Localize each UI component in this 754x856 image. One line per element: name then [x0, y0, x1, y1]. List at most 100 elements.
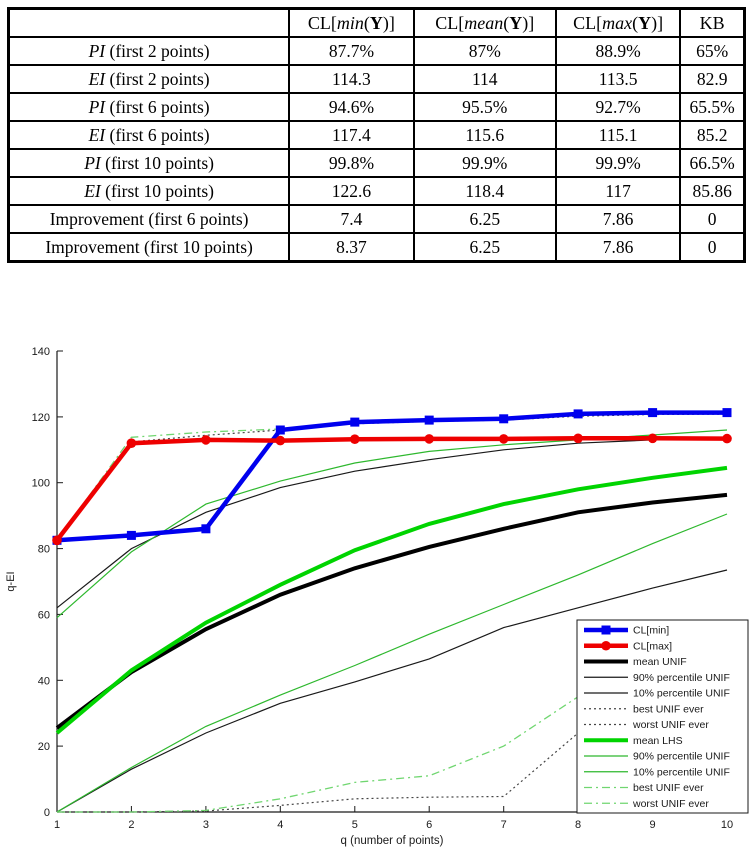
value-cell: 0	[679, 204, 746, 234]
value-cell: 118.4	[412, 176, 557, 206]
value-cell: 87%	[412, 36, 557, 66]
y-tick-label: 100	[32, 478, 50, 490]
column-header: KB	[679, 7, 746, 38]
results-table-header: CL[min(Y)] CL[mean(Y)] CL[max(Y)] KB	[7, 7, 746, 38]
series-1-marker	[573, 433, 583, 444]
series-0-marker	[275, 425, 285, 435]
x-tick-label: 10	[721, 819, 733, 831]
row-label: PI (first 10 points)	[7, 148, 291, 178]
value-cell: 7.4	[288, 204, 415, 234]
table-row: EI (first 2 points) 114.3 114 113.5 82.9	[7, 64, 746, 94]
x-tick-label: 4	[277, 819, 283, 831]
table-row: PI (first 6 points) 94.6% 95.5% 92.7% 65.5%	[7, 92, 746, 122]
series-1-marker	[498, 434, 509, 444]
header-row: CL[min(Y)] CL[mean(Y)] CL[max(Y)] KB	[7, 7, 746, 38]
series-1-marker	[722, 433, 732, 444]
series-5-line	[56, 413, 728, 541]
value-cell: 99.9%	[412, 148, 557, 178]
row-label: PI (first 2 points)	[7, 36, 291, 66]
legend-label: worst UNIF ever	[632, 798, 709, 810]
results-table: CL[min(Y)] CL[mean(Y)] CL[max(Y)] KB PI (fi…	[7, 7, 746, 263]
value-cell: 65.5%	[679, 92, 746, 122]
series-1-marker	[126, 438, 137, 448]
legend-label: worst UNIF ever	[632, 719, 709, 731]
row-label: Improvement (first 10 points)	[7, 232, 291, 263]
row-label: Improvement (first 6 points)	[7, 204, 291, 234]
column-header: CL[max(Y)]	[554, 7, 682, 38]
legend-sample-marker	[601, 625, 611, 635]
series-10-line	[56, 411, 727, 541]
legend-box	[576, 619, 749, 814]
y-tick-label: 0	[44, 807, 50, 819]
y-tick-label: 120	[32, 412, 50, 424]
legend-label: mean UNIF	[633, 656, 687, 668]
series-8-line	[56, 429, 728, 619]
series-0-marker	[424, 415, 434, 425]
value-cell: 117	[554, 176, 682, 206]
value-cell: 114	[412, 64, 557, 94]
series-0-marker	[722, 408, 732, 418]
value-cell: 88.9%	[554, 36, 682, 66]
series-1-marker	[275, 435, 286, 446]
series-0-marker	[573, 409, 583, 419]
series-lines	[52, 408, 732, 813]
series-1-marker	[201, 435, 211, 445]
series-1-marker	[647, 433, 658, 444]
row-label: EI (first 6 points)	[7, 120, 291, 150]
value-cell: 82.9	[679, 64, 746, 94]
legend-sample-marker	[601, 640, 611, 651]
value-cell: 65%	[679, 36, 746, 66]
series-1-marker	[350, 434, 360, 444]
x-tick-label: 7	[501, 819, 507, 831]
y-tick-label: 80	[38, 544, 50, 556]
y-axis-label: q-EI	[5, 571, 17, 591]
value-cell: 99.9%	[554, 148, 682, 178]
table-row: Improvement (first 10 points) 8.37 6.25 7.8…	[7, 232, 746, 263]
table-row: PI (first 10 points) 99.8% 99.9% 99.9% 66.5%	[7, 148, 746, 178]
series-1-marker	[424, 434, 435, 444]
series-0-marker	[126, 530, 136, 540]
value-cell: 92.7%	[554, 92, 682, 122]
value-cell: 7.86	[554, 204, 682, 234]
value-cell: 6.25	[412, 204, 557, 234]
value-cell: 8.37	[288, 232, 415, 263]
legend-label: mean LHS	[633, 735, 683, 747]
value-cell: 85.86	[679, 176, 746, 206]
column-header: CL[mean(Y)]	[412, 7, 557, 38]
table-row: Improvement (first 6 points) 7.4 6.25 7.86 0	[7, 204, 746, 234]
legend-label: best UNIF ever	[633, 703, 704, 715]
value-cell: 95.5%	[412, 92, 557, 122]
series-9-line	[56, 513, 728, 813]
x-tick-label: 1	[54, 819, 60, 831]
value-cell: 122.6	[288, 176, 415, 206]
series-2-line	[55, 492, 728, 730]
x-tick-label: 9	[650, 819, 656, 831]
qei-chart: 0 20 40 60 80 100 120 140 1 2 3 4 5 6 7 8 9 10 q (number o…	[5, 346, 749, 847]
value-cell: 0	[679, 232, 746, 263]
value-cell: 117.4	[288, 120, 415, 150]
legend-label: 90% percentile UNIF	[633, 672, 730, 684]
series-1-line	[55, 436, 728, 542]
series-1-marker	[52, 535, 62, 546]
series-4-line	[56, 569, 728, 813]
row-label: PI (first 6 points)	[7, 92, 291, 122]
value-cell: 114.3	[288, 64, 415, 94]
row-label: EI (first 2 points)	[7, 64, 291, 94]
value-cell: 66.5%	[679, 148, 746, 178]
y-tick-label: 60	[38, 609, 50, 621]
table-row: EI (first 10 points) 122.6 118.4 117 85.86	[7, 176, 746, 206]
value-cell: 85.2	[679, 120, 746, 150]
x-axis-label: q (number of points)	[341, 835, 444, 847]
value-cell: 7.86	[554, 232, 682, 263]
legend-label: 90% percentile UNIF	[633, 751, 730, 763]
y-tick-label: 140	[32, 346, 50, 358]
row-label: EI (first 10 points)	[7, 176, 291, 206]
chart-legend: CL[min] CL[max] mean UNIF 90% percentile UN…	[576, 619, 749, 814]
column-header: CL[min(Y)]	[288, 7, 415, 38]
series-3-line	[56, 437, 728, 609]
value-cell: 113.5	[554, 64, 682, 94]
results-table-container: CL[min(Y)] CL[mean(Y)] CL[max(Y)] KB PI (fi…	[7, 7, 747, 263]
legend-label: best UNIF ever	[633, 782, 704, 794]
legend-label: CL[min]	[633, 625, 669, 637]
